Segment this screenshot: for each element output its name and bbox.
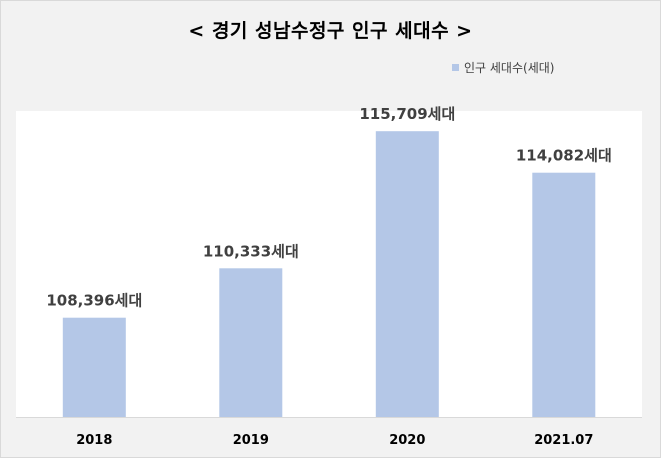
bar-2021.07: [532, 172, 596, 417]
bar-2018: [62, 317, 126, 417]
data-label-2020: 115,709세대: [359, 105, 455, 123]
bars-group: [62, 131, 596, 417]
bar-labels-group: 108,396세대 110,333세대 115,709세대 114,082세대: [46, 105, 611, 310]
legend: 인구 세대수(세대): [452, 59, 554, 76]
data-label-2018: 108,396세대: [46, 292, 142, 310]
bar-2020: [375, 131, 439, 417]
x-tick-labels-group: 2018 2019 2020 2021.07: [76, 433, 593, 448]
bar-2019: [219, 268, 283, 417]
x-tick-label-2019: 2019: [233, 433, 269, 448]
data-label-2019: 110,333세대: [203, 242, 299, 260]
x-tick-label-2020: 2020: [389, 433, 425, 448]
chart-title: < 경기 성남수정구 인구 세대수 >: [188, 20, 473, 42]
x-tick-label-2018: 2018: [76, 433, 112, 448]
x-tick-label-2021.07: 2021.07: [534, 433, 593, 448]
data-label-2021.07: 114,082세대: [516, 147, 612, 165]
legend-swatch: [452, 64, 459, 71]
legend-label: 인구 세대수(세대): [464, 61, 555, 75]
